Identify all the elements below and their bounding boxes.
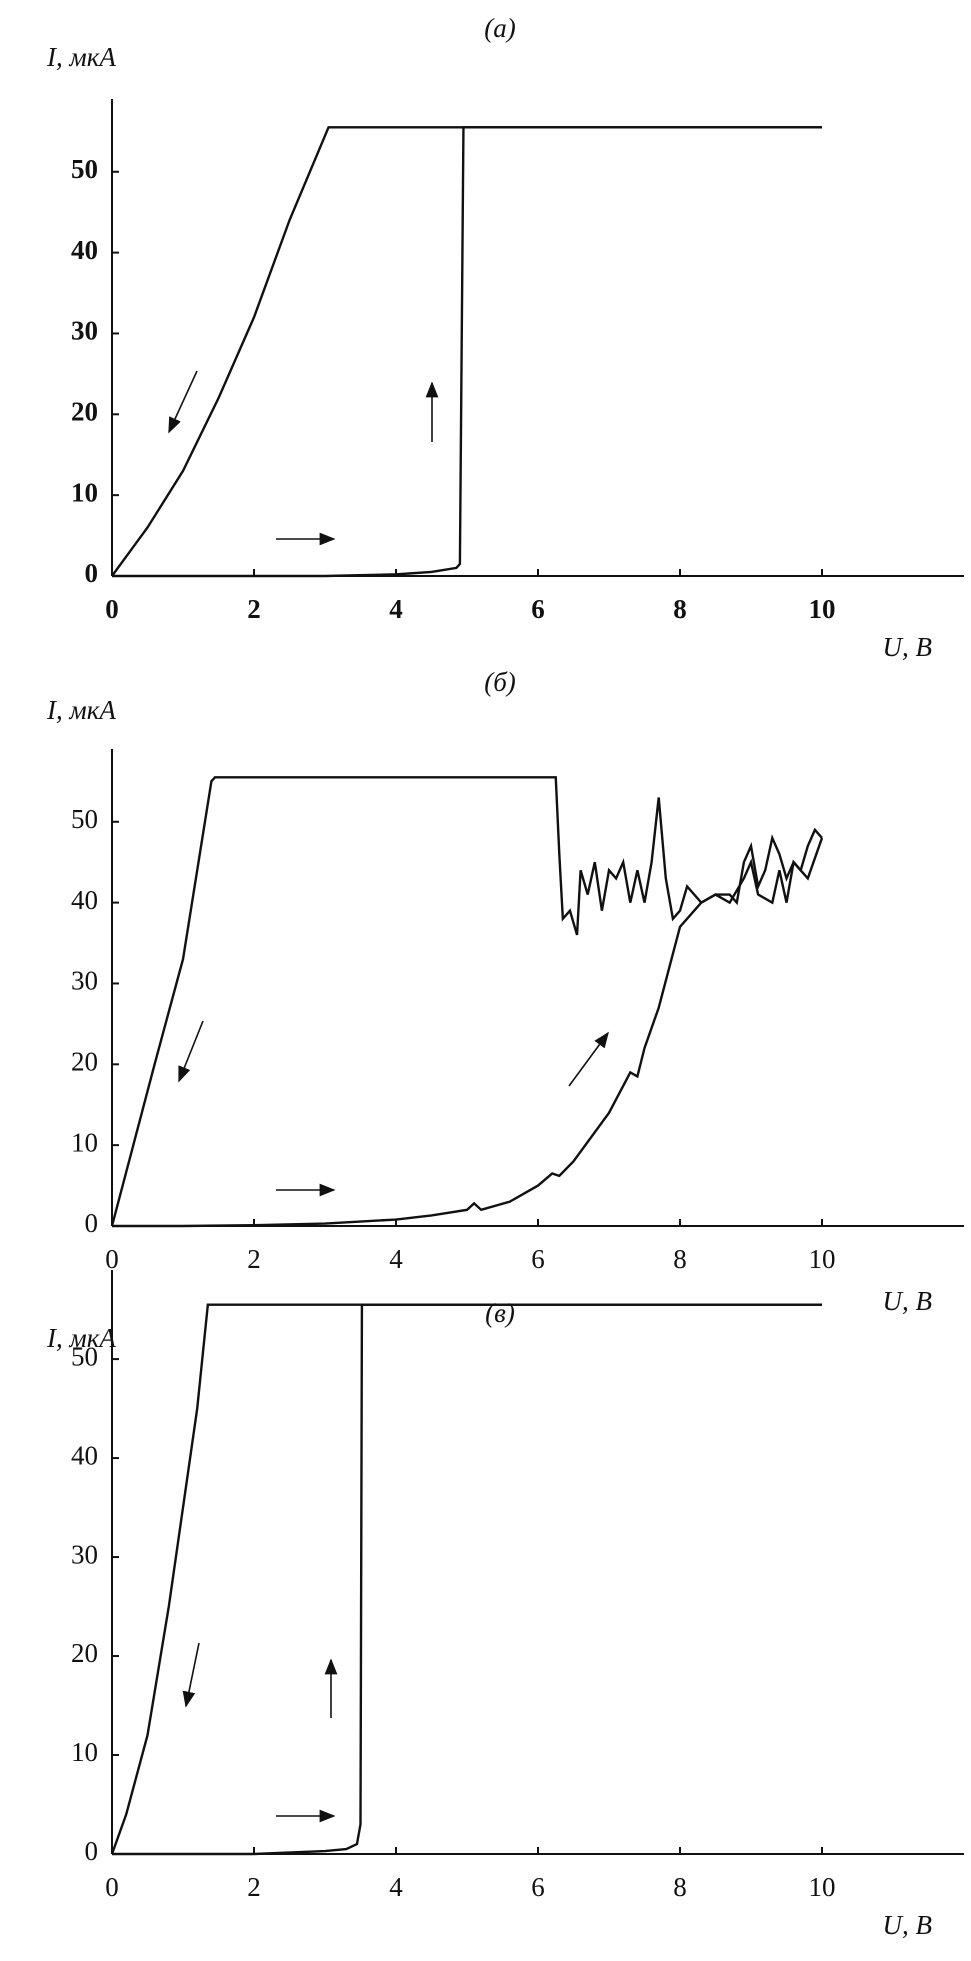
- panel-title: (а): [484, 13, 515, 43]
- x-tick-label: 6: [531, 1872, 545, 1902]
- y-tick-label: 0: [85, 1836, 99, 1866]
- data-line: [111, 126, 822, 577]
- x-tick-label: 0: [105, 1244, 119, 1274]
- x-tick-label: 2: [247, 1872, 261, 1902]
- panel-c: (в) I, мкА U, В 0 10 20 30 40 50 0 2 4 6 8 10: [46, 1270, 964, 1940]
- x-tick-label: 4: [389, 1872, 403, 1902]
- y-tick-label: 50: [71, 804, 98, 834]
- x-axis-label: U, В: [883, 1286, 933, 1316]
- x-tick-label: 8: [673, 1872, 687, 1902]
- y-tick-label: 0: [85, 558, 99, 588]
- y-tick-label: 50: [71, 154, 98, 184]
- y-tick-label: 20: [71, 1047, 98, 1077]
- y-tick-label: 10: [71, 1737, 98, 1767]
- panel-title: (б): [484, 667, 516, 697]
- y-tick-label: 20: [71, 1638, 98, 1668]
- x-tick-label: 2: [247, 1244, 261, 1274]
- x-tick-label: 10: [809, 594, 836, 624]
- x-tick-label: 0: [105, 1872, 119, 1902]
- y-tick-label: 40: [71, 235, 98, 265]
- panel-a: (а) I, мкА U, В 0 10 20 30 40 50 0 2 4 6 8 10: [46, 13, 964, 662]
- y-tick-label: 40: [71, 1440, 98, 1470]
- x-axis-label: U, В: [883, 632, 933, 662]
- arrow: [178, 1020, 204, 1083]
- x-tick-label: 8: [673, 594, 687, 624]
- data-line: [112, 126, 822, 578]
- y-axis-label: I, мкА: [46, 1323, 116, 1353]
- data-line: [112, 1303, 822, 1856]
- arrow: [182, 1642, 200, 1708]
- x-tick-label: 6: [531, 1244, 545, 1274]
- y-tick-label: 10: [71, 1127, 98, 1157]
- x-tick-label: 2: [247, 594, 261, 624]
- y-tick-label: 30: [71, 1539, 98, 1569]
- x-tick-label: 10: [809, 1872, 836, 1902]
- arrow: [568, 1031, 609, 1087]
- y-axis-label: I, мкА: [46, 695, 116, 725]
- y-tick-label: 40: [71, 885, 98, 915]
- data-line: [110, 1303, 822, 1855]
- y-tick-label: 50: [71, 1341, 98, 1371]
- y-tick-label: 10: [71, 477, 98, 507]
- data-line: [112, 837, 824, 1228]
- x-tick-label: 10: [809, 1244, 836, 1274]
- y-axis-label: I, мкА: [46, 42, 116, 72]
- x-tick-label: 4: [389, 1244, 403, 1274]
- x-tick-label: 4: [389, 594, 403, 624]
- x-tick-label: 8: [673, 1244, 687, 1274]
- panel-b: (б) I, мкА U, В 0 10 20 30 40 50 0 2 4 6 8 10: [46, 667, 964, 1316]
- x-tick-label: 0: [105, 594, 119, 624]
- y-tick-label: 30: [71, 316, 98, 346]
- y-tick-label: 20: [71, 397, 98, 427]
- y-tick-label: 0: [85, 1208, 99, 1238]
- y-tick-label: 30: [71, 966, 98, 996]
- data-line: [110, 776, 823, 1227]
- arrow: [168, 370, 198, 434]
- panel-title: (в): [485, 1298, 515, 1328]
- x-tick-label: 6: [531, 594, 545, 624]
- x-axis-label: U, В: [883, 1910, 933, 1940]
